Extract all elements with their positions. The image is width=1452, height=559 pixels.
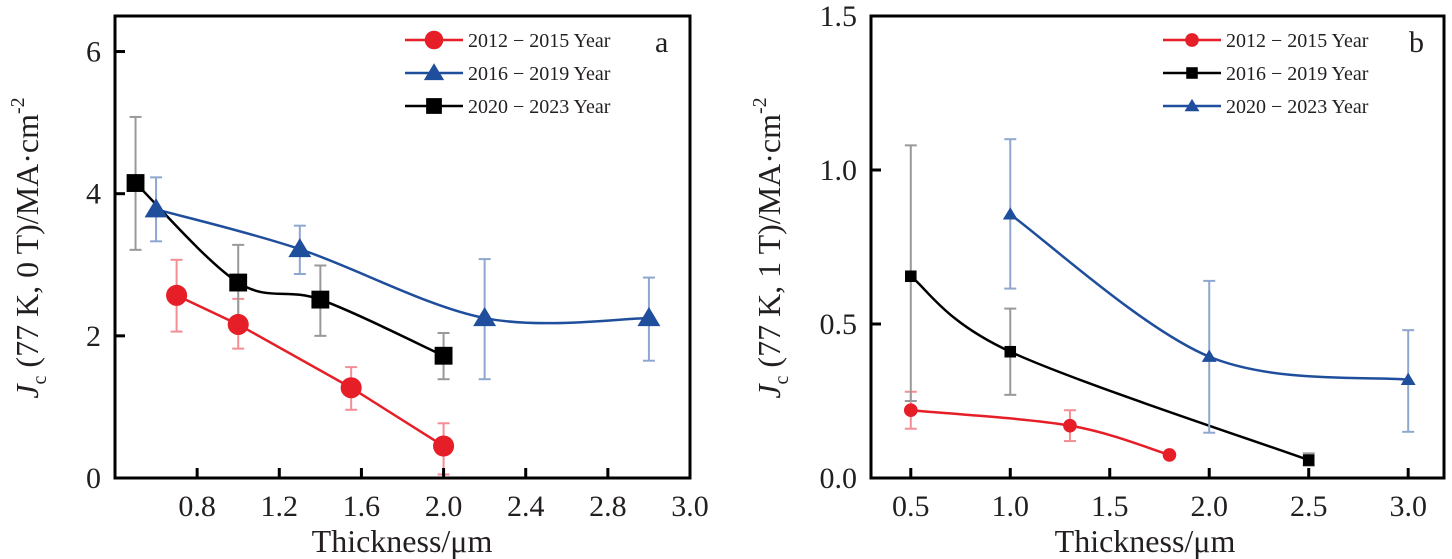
legend-label: 2020 − 2023 Year xyxy=(1226,96,1369,118)
data-point-square xyxy=(905,270,917,283)
x-axis-title: Thickness/μm xyxy=(1055,523,1236,559)
x-tick-label: 0.5 xyxy=(892,490,930,523)
x-tick-label: 2.5 xyxy=(1290,490,1328,523)
legend-marker-triangle xyxy=(1184,98,1200,112)
y-axis-title-sup: -2 xyxy=(749,97,771,114)
data-point-triangle xyxy=(1201,349,1217,362)
data-point-circle xyxy=(340,377,362,399)
data-point-circle xyxy=(1162,448,1177,462)
data-markers xyxy=(126,174,661,457)
y-tick-label: 0.5 xyxy=(820,308,858,341)
x-tick-label: 1.0 xyxy=(992,490,1030,523)
x-tick-label-end: 3.0 xyxy=(671,490,709,523)
y-axis-title-rest: (77 K, 0 T)/MA·cm xyxy=(9,114,45,376)
legend-marker-square xyxy=(426,98,442,114)
legend-item: 2012 − 2015 Year xyxy=(405,30,611,52)
y-axis-ticks: 0.0 0.5 1.0 1.5 xyxy=(820,0,881,495)
x-tick-label: 1.6 xyxy=(343,490,381,523)
legend-label: 2016 − 2019 Year xyxy=(1226,63,1369,85)
data-point-circle xyxy=(903,403,918,418)
series-lines xyxy=(910,213,1409,462)
legend-marker-circle xyxy=(1185,33,1199,47)
legend-marker-circle xyxy=(424,30,444,50)
x-tick-label: 1.2 xyxy=(261,490,299,523)
y-tick-label: 6 xyxy=(86,36,101,69)
data-point-square xyxy=(311,290,330,309)
x-tick-label: 2.0 xyxy=(1190,490,1228,523)
y-axis-title-sub: c xyxy=(771,375,793,384)
series-line-2 xyxy=(134,182,445,357)
data-point-square xyxy=(229,273,248,292)
y-axis-title-rest: (77 K, 1 T)/MA·cm xyxy=(751,114,787,376)
data-point-circle xyxy=(433,435,455,457)
data-point-square xyxy=(126,174,145,192)
legend-item: 2016 − 2019 Year xyxy=(1163,63,1369,85)
x-tick-label: 2.8 xyxy=(589,490,627,523)
legend: 2012 − 2015 Year 2016 − 2019 Year 2020 − 2… xyxy=(405,30,611,118)
data-point-triangle xyxy=(288,238,312,258)
y-axis-title: Jc (77 K, 0 T)/MA·cm-2 xyxy=(7,97,51,398)
data-point-triangle xyxy=(473,307,497,327)
panel-label: b xyxy=(1409,26,1424,59)
y-tick-label: 1.5 xyxy=(820,0,858,33)
data-point-circle xyxy=(227,313,249,336)
data-point-square xyxy=(434,346,453,365)
series-line-0 xyxy=(910,408,1170,457)
legend: 2012 − 2015 Year 2016 − 2019 Year 2020 − 2… xyxy=(1163,30,1369,118)
legend-label: 2016 − 2019 Year xyxy=(468,63,611,85)
data-point-triangle xyxy=(1400,372,1416,385)
y-axis-title: Jc (77 K, 1 T)/MA·cm-2 xyxy=(749,97,793,398)
legend-item: 2020 − 2023 Year xyxy=(1163,96,1369,118)
error-bars xyxy=(129,115,655,476)
y-tick-label: 0.0 xyxy=(820,462,858,495)
y-axis-ticks: 0 2 4 6 xyxy=(86,36,125,495)
legend-item: 2016 − 2019 Year xyxy=(405,63,611,85)
y-tick-label: 1.0 xyxy=(820,154,858,187)
data-point-square xyxy=(1004,345,1017,358)
y-tick-label: 4 xyxy=(86,178,101,211)
legend-label: 2012 − 2015 Year xyxy=(1226,30,1369,52)
data-point-triangle xyxy=(637,307,661,327)
panel-a: 0.8 1.2 1.6 2.0 2.4 2.8 0 2 4 6 3.0 Thickness/μm… xyxy=(7,14,709,559)
series-lines xyxy=(134,182,649,448)
plot-frame xyxy=(113,14,692,480)
x-tick-label: 2.4 xyxy=(507,490,545,523)
y-axis-title-sup: -2 xyxy=(7,97,29,114)
data-point-circle xyxy=(1063,418,1077,433)
y-tick-label: 2 xyxy=(86,320,101,353)
series-line-1 xyxy=(155,208,649,325)
x-tick-label: 0.8 xyxy=(178,490,216,523)
legend-label: 2012 − 2015 Year xyxy=(468,30,611,52)
series-line-1 xyxy=(910,275,1310,462)
x-axis-ticks: 0.5 1.0 1.5 2.0 2.5 3.0 xyxy=(892,468,1427,523)
data-point-square xyxy=(1302,454,1315,466)
legend-marker-square xyxy=(1186,67,1198,79)
legend-marker-triangle xyxy=(423,63,445,81)
x-tick-label: 1.5 xyxy=(1091,490,1129,523)
plot-frame xyxy=(869,14,1446,480)
legend-item: 2020 − 2023 Year xyxy=(405,96,611,118)
y-axis-title-main: J xyxy=(751,383,787,399)
x-tick-label: 2.0 xyxy=(425,490,463,523)
x-axis-ticks: 0.8 1.2 1.6 2.0 2.4 2.8 xyxy=(178,468,627,523)
legend-label: 2020 − 2023 Year xyxy=(468,96,611,118)
legend-item: 2012 − 2015 Year xyxy=(1163,30,1369,52)
series-line-0 xyxy=(176,294,445,448)
x-tick-label: 3.0 xyxy=(1389,490,1427,523)
y-tick-label: 0 xyxy=(86,462,101,495)
panel-b: 0.5 1.0 1.5 2.0 2.5 3.0 0.0 0.5 1.0 1.5 Thicknes… xyxy=(749,0,1446,559)
panel-label: a xyxy=(655,26,668,59)
data-point-circle xyxy=(166,284,188,306)
y-axis-title-main: J xyxy=(9,383,45,399)
data-markers xyxy=(903,207,1416,466)
data-point-triangle xyxy=(1002,207,1018,220)
data-point-triangle xyxy=(144,198,168,218)
x-axis-title: Thickness/μm xyxy=(312,523,493,559)
y-axis-title-sub: c xyxy=(29,375,51,384)
